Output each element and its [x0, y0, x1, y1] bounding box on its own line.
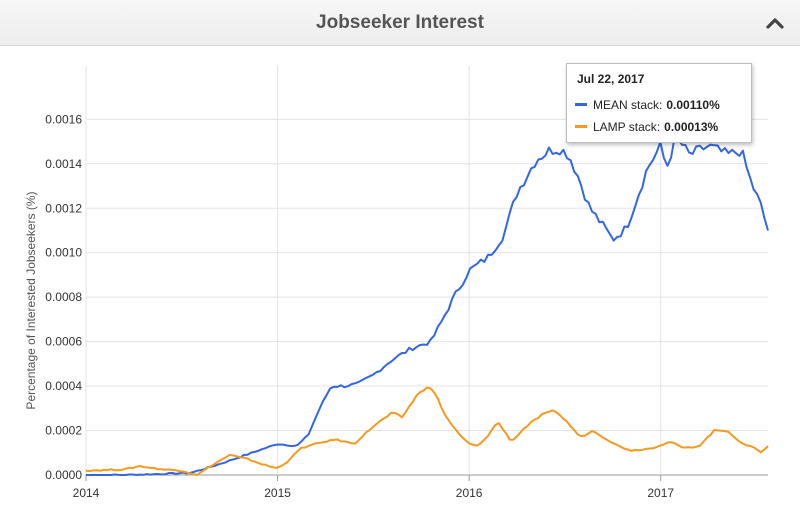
tooltip-row-mean: MEAN stack: 0.00110%: [575, 97, 720, 113]
lamp-swatch-icon: [575, 125, 587, 129]
x-tick-label: 2015: [264, 486, 291, 500]
y-axis-label: Percentage of Interested Jobseekers (%): [24, 191, 38, 409]
tooltip-row-lamp: LAMP stack: 0.00013%: [575, 119, 718, 135]
y-tick-label: 0.0008: [45, 290, 82, 304]
tooltip-series-name: LAMP stack: [593, 120, 657, 134]
collapse-button[interactable]: [760, 8, 790, 38]
y-tick-label: 0.0006: [45, 335, 82, 349]
y-tick-label: 0.0012: [45, 201, 82, 215]
y-tick-label: 0.0010: [45, 246, 82, 260]
mean-swatch-icon: [575, 103, 587, 107]
y-tick-label: 0.0000: [45, 468, 82, 482]
tooltip-date: Jul 22, 2017: [577, 72, 645, 86]
series-line-mean-stack: [86, 135, 769, 476]
y-tick-label: 0.0014: [45, 157, 82, 171]
hover-tooltip: Jul 22, 2017 MEAN stack: 0.00110% LAMP st…: [566, 63, 752, 143]
panel-title: Jobseeker Interest: [316, 12, 484, 33]
x-tick-label: 2017: [647, 486, 674, 500]
chevron-up-icon: [766, 18, 784, 29]
y-tick-label: 0.0002: [45, 424, 82, 438]
tooltip-series-name: MEAN stack: [593, 98, 660, 112]
x-tick-label: 2014: [73, 486, 100, 500]
x-tick-label: 2016: [456, 486, 483, 500]
tooltip-series-value: 0.00110%: [666, 98, 720, 112]
tooltip-series-value: 0.00013%: [664, 120, 719, 134]
series-line-lamp-stack: [85, 386, 769, 476]
y-tick-label: 0.0016: [45, 112, 82, 126]
panel-header: Jobseeker Interest: [0, 0, 800, 46]
y-tick-label: 0.0004: [45, 379, 82, 393]
